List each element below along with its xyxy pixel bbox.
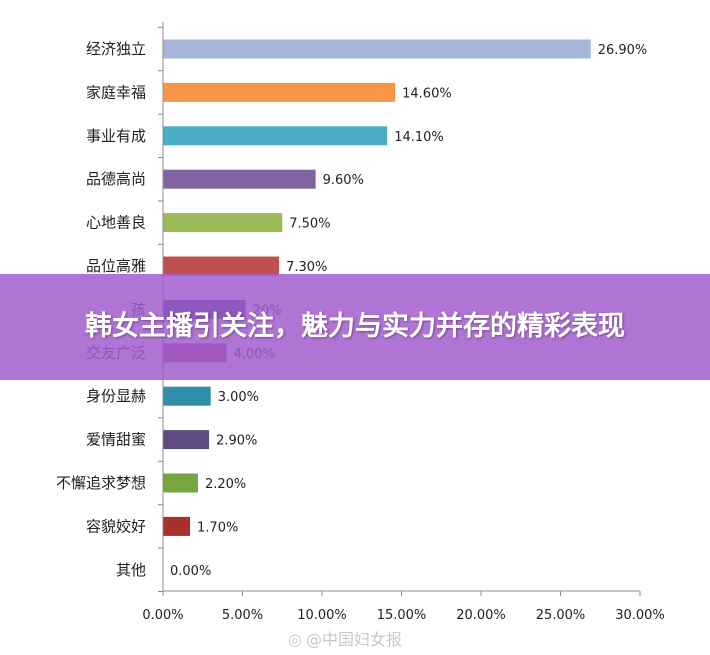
bar-10 <box>163 473 198 493</box>
value-label: 0.00% <box>170 564 211 579</box>
x-tick-label: 0.00% <box>142 608 183 623</box>
x-tick-label: 5.00% <box>222 608 263 623</box>
value-label: 2.90% <box>216 434 257 449</box>
x-tick-label: 15.00% <box>377 608 427 623</box>
category-label: 容貌姣好 <box>86 517 146 535</box>
value-label: 3.00% <box>218 390 259 405</box>
weibo-icon: ◎ <box>288 630 302 649</box>
category-label: 家庭幸福 <box>86 83 146 101</box>
category-label: 品位高雅 <box>86 257 146 275</box>
category-label: 事业有成 <box>86 127 146 145</box>
bar-3 <box>163 169 316 189</box>
watermark: ◎ @中国妇女报 <box>288 626 402 650</box>
category-label: 不懈追求梦想 <box>56 474 146 492</box>
bar-1 <box>163 82 396 102</box>
value-label: 7.50% <box>289 217 330 232</box>
banner-title: 韩女主播引关注，魅力与实力并存的精彩表现 <box>85 311 625 342</box>
category-label: 身份显赫 <box>86 387 146 405</box>
bar-8 <box>163 386 211 406</box>
x-tick-label: 25.00% <box>536 608 586 623</box>
bar-5 <box>163 256 280 276</box>
title-banner: 韩女主播引关注，魅力与实力并存的精彩表现 <box>0 274 710 380</box>
value-label: 14.60% <box>402 86 452 101</box>
category-label: 品德高尚 <box>86 170 146 188</box>
category-label: 其他 <box>116 561 146 579</box>
x-tick-label: 20.00% <box>456 608 506 623</box>
category-label: 经济独立 <box>86 40 146 58</box>
x-tick-label: 30.00% <box>615 608 665 623</box>
bar-9 <box>163 430 210 450</box>
value-label: 1.70% <box>197 520 238 535</box>
value-label: 26.90% <box>598 43 648 58</box>
value-label: 9.60% <box>323 173 364 188</box>
x-tick-label: 10.00% <box>297 608 347 623</box>
bar-0 <box>163 39 591 59</box>
bar-11 <box>163 516 191 536</box>
category-label: 心地善良 <box>86 214 146 232</box>
value-label: 14.10% <box>394 130 444 145</box>
category-label: 爱情甜蜜 <box>86 431 146 449</box>
bar-2 <box>163 126 388 146</box>
bar-4 <box>163 213 283 233</box>
value-label: 2.20% <box>205 477 246 492</box>
value-label: 7.30% <box>286 260 327 275</box>
watermark-text: @中国妇女报 <box>305 630 402 649</box>
